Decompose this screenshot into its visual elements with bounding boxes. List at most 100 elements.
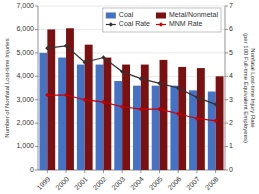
x-tick <box>178 170 179 173</box>
x-tick <box>159 170 160 173</box>
y-tick <box>35 6 38 7</box>
bar <box>152 86 160 170</box>
y2-tick <box>225 29 228 30</box>
legend-swatch <box>156 13 166 19</box>
page: {"chart_data": {"type": "bar", "categori… <box>0 0 259 194</box>
y-tick-label: 0 <box>30 166 34 173</box>
bar <box>77 65 85 170</box>
y2-tick-label: 0 <box>229 166 233 173</box>
marker <box>83 98 87 102</box>
marker <box>120 105 124 109</box>
y-tick-label: 1,000 <box>16 142 34 149</box>
legend-item: Metal/Nonmetal <box>156 11 218 18</box>
y2-axis-line <box>225 6 226 170</box>
y-tick <box>35 99 38 100</box>
bar <box>189 90 197 170</box>
y-tick-label: 5,000 <box>16 49 34 56</box>
y-tick-label: 6,000 <box>16 25 34 32</box>
bar <box>39 53 47 170</box>
legend-label: MNM Rate <box>169 20 203 27</box>
y2-tick-label: 4 <box>229 72 233 79</box>
bar <box>160 60 168 170</box>
data <box>39 28 223 170</box>
y2-tick-label: 6 <box>229 25 233 32</box>
legend-box <box>103 8 221 32</box>
y2-tick-label: 5 <box>229 49 233 56</box>
x-tick-label: 2000 <box>54 175 70 191</box>
grid <box>38 6 225 170</box>
x-tick-label: 2002 <box>92 175 108 191</box>
marker <box>159 22 163 26</box>
y2-axis-title-line: Nonfatal Lost-time Injury Rate <box>250 48 256 128</box>
y-axis-line <box>38 6 39 170</box>
marker <box>83 60 87 64</box>
y-axis-title: Number of Nonfatal Lost-time Injuries <box>4 38 10 137</box>
x-tick <box>103 170 104 173</box>
bar <box>133 86 141 170</box>
x-tick-label: 2006 <box>166 175 182 191</box>
y2-tick-label: 7 <box>229 2 233 9</box>
legend-item: Coal <box>106 11 134 18</box>
legend-label: Metal/Nonmetal <box>169 11 218 18</box>
y2-axis-title: Nonfatal Lost-time Injury Rate(per 100 F… <box>243 33 256 143</box>
x-tick-label: 2005 <box>148 175 164 191</box>
marker <box>64 44 68 48</box>
bar <box>122 65 130 170</box>
x-tick <box>215 170 216 173</box>
x-tick <box>196 170 197 173</box>
y2-tick <box>225 170 228 171</box>
y-tick-label: 3,000 <box>16 96 34 103</box>
marker <box>101 100 105 104</box>
marker <box>64 93 68 97</box>
y2-tick-label: 3 <box>229 96 233 103</box>
marker <box>176 86 180 90</box>
y2-tick <box>225 146 228 147</box>
y2-tick <box>225 76 228 77</box>
marker <box>45 93 49 97</box>
y2-tick-label: 2 <box>229 119 233 126</box>
x-tick <box>84 170 85 173</box>
marker <box>109 22 113 26</box>
y2-tick <box>225 99 228 100</box>
y-tick-label: 7,000 <box>16 2 34 9</box>
bar <box>103 58 111 170</box>
bar <box>85 45 93 170</box>
bar <box>47 29 55 170</box>
y2-axis-title-line: (per 100 Full-time Equivalent Employees) <box>243 33 249 143</box>
bar <box>170 86 178 170</box>
y-tick-label: 2,000 <box>16 119 34 126</box>
marker <box>176 112 180 116</box>
y-tick-label: 4,000 <box>16 72 34 79</box>
marker <box>45 46 49 50</box>
bar <box>58 58 66 170</box>
x-tick-label: 2007 <box>185 175 201 191</box>
bar <box>216 76 224 170</box>
y-tick <box>35 52 38 53</box>
marker <box>120 69 124 73</box>
marker <box>157 81 161 85</box>
legend: Coal Metal/Nonmetal Coal Rate MNM Rate <box>103 8 221 32</box>
marker <box>195 116 199 120</box>
bar <box>96 65 104 170</box>
y-tick <box>35 146 38 147</box>
marker <box>213 119 217 123</box>
marker <box>157 107 161 111</box>
legend-label: Coal Rate <box>119 20 150 27</box>
marker <box>139 107 143 111</box>
legend-item: MNM Rate <box>156 20 203 27</box>
axes: 0 1,000 2,000 3,000 4,000 5,000 6,000 7,000 0 1 2 3… <box>16 2 233 191</box>
y2-tick-label: 1 <box>229 142 233 149</box>
marker <box>139 76 143 80</box>
x-tick-label: 2004 <box>129 175 145 191</box>
x-tick <box>66 170 67 173</box>
y2-tick <box>225 6 228 7</box>
legend-item: Coal Rate <box>106 20 150 27</box>
y-tick <box>35 76 38 77</box>
grid-line <box>38 6 225 7</box>
marker <box>101 55 105 59</box>
bar <box>178 67 186 170</box>
x-tick <box>140 170 141 173</box>
marker <box>195 95 199 99</box>
legend-swatch <box>106 13 116 19</box>
x-tick-label: 2003 <box>110 175 126 191</box>
